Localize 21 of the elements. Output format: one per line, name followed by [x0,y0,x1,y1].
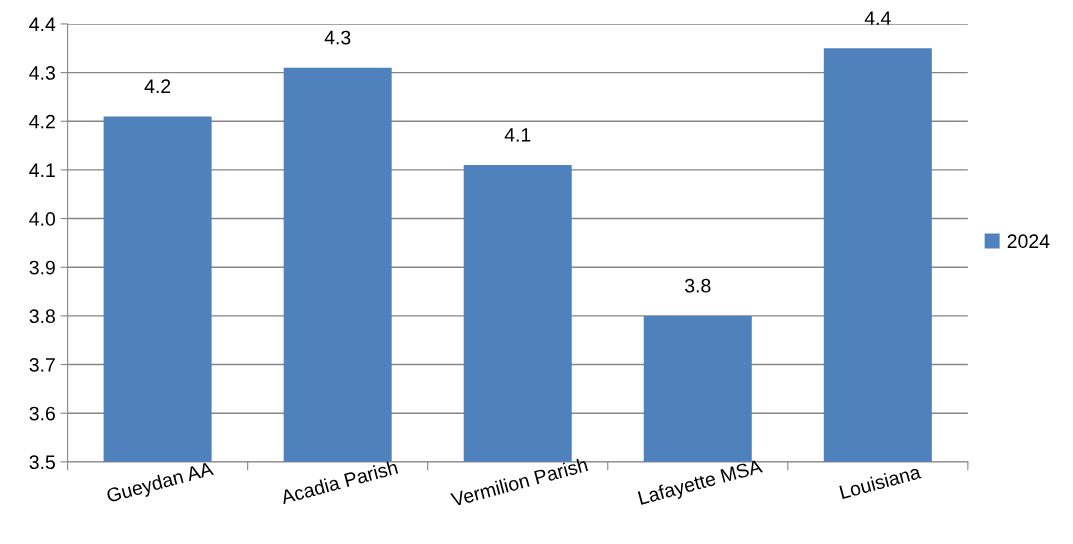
x-tick-label: Gueydan AA [105,460,216,507]
x-tick-label: Vermilion Parish [449,457,589,507]
data-label: 4.2 [144,79,171,93]
x-tick-label: Lafayette MSA [637,458,765,509]
y-tick-label: 4.4 [29,17,56,31]
y-tick-label: 3.6 [29,406,55,421]
data-label: 3.8 [685,278,711,293]
y-tick-label: 4.0 [29,212,56,226]
y-tick-label: 4.1 [29,163,55,177]
y-tick-label: 3.5 [29,455,55,470]
x-tick-label: Louisiana [839,464,922,500]
y-tick-label: 4.3 [29,66,55,80]
x-tick-label: Acadia Parish [279,459,399,505]
y-tick-label: 3.7 [29,358,55,372]
data-label: 4.3 [324,30,351,45]
y-tick-label: 4.2 [29,114,55,129]
y-tick-label: 3.9 [29,260,55,275]
data-label: 4.4 [864,11,891,25]
legend-label: 2024 [1007,234,1050,249]
data-label: 4.1 [504,128,531,142]
y-tick-label: 3.8 [29,309,55,324]
